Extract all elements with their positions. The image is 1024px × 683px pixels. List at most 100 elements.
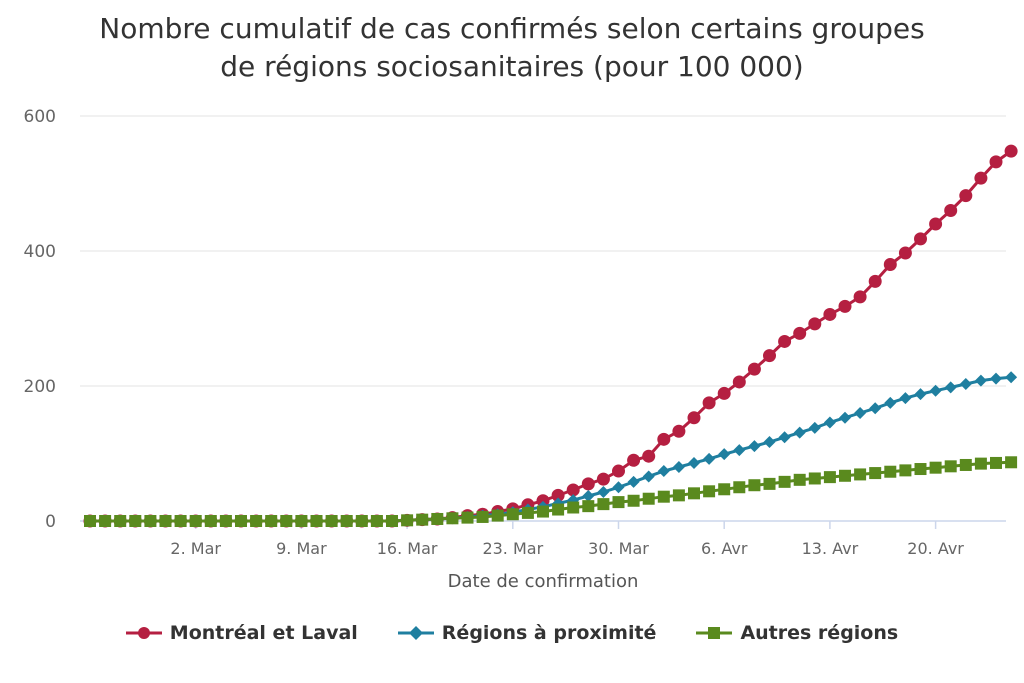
data-point[interactable]	[990, 372, 1002, 385]
data-point[interactable]	[235, 515, 247, 527]
data-point[interactable]	[612, 464, 625, 478]
data-point[interactable]	[627, 453, 641, 467]
data-point[interactable]	[929, 384, 942, 397]
data-point[interactable]	[929, 461, 942, 474]
data-point[interactable]	[869, 402, 882, 415]
data-point[interactable]	[597, 498, 610, 511]
data-point[interactable]	[114, 515, 127, 527]
data-point[interactable]	[703, 452, 716, 465]
data-point[interactable]	[884, 465, 897, 478]
legend-item-autres-regions[interactable]: Autres régions	[696, 622, 898, 644]
data-point[interactable]	[401, 514, 414, 527]
data-point[interactable]	[763, 477, 776, 490]
data-point[interactable]	[959, 458, 972, 471]
data-point[interactable]	[280, 515, 293, 527]
data-point[interactable]	[581, 477, 595, 491]
data-point[interactable]	[657, 490, 670, 503]
data-point[interactable]	[627, 475, 640, 488]
data-point[interactable]	[551, 488, 565, 502]
data-point[interactable]	[839, 469, 851, 482]
data-point[interactable]	[778, 334, 792, 348]
data-point[interactable]	[204, 515, 217, 527]
data-point[interactable]	[778, 475, 791, 488]
data-point[interactable]	[688, 487, 700, 500]
data-point[interactable]	[959, 189, 973, 203]
data-point[interactable]	[763, 436, 776, 449]
data-point[interactable]	[823, 471, 836, 484]
data-point[interactable]	[612, 481, 625, 494]
data-point[interactable]	[898, 246, 912, 260]
data-point[interactable]	[854, 407, 867, 419]
data-point[interactable]	[914, 463, 927, 476]
data-point[interactable]	[536, 494, 550, 508]
data-point[interactable]	[838, 299, 852, 313]
data-point[interactable]	[914, 232, 927, 246]
data-point[interactable]	[521, 506, 534, 519]
data-point[interactable]	[491, 509, 504, 522]
data-point[interactable]	[506, 508, 519, 521]
data-point[interactable]	[853, 290, 867, 304]
data-point[interactable]	[340, 515, 353, 527]
data-point[interactable]	[883, 258, 897, 271]
data-point[interactable]	[582, 490, 595, 503]
data-point[interactable]	[446, 512, 459, 525]
data-point[interactable]	[219, 515, 232, 527]
data-point[interactable]	[733, 481, 746, 494]
data-point[interactable]	[476, 510, 489, 523]
data-point[interactable]	[989, 155, 1003, 169]
data-point[interactable]	[808, 317, 822, 331]
data-point[interactable]	[84, 515, 96, 527]
data-point[interactable]	[747, 362, 761, 376]
data-point[interactable]	[612, 496, 625, 509]
data-point[interactable]	[899, 392, 912, 405]
data-point[interactable]	[959, 377, 972, 390]
data-point[interactable]	[416, 513, 429, 526]
data-point[interactable]	[763, 349, 776, 363]
data-point[interactable]	[718, 483, 731, 496]
data-point[interactable]	[793, 326, 807, 340]
data-point[interactable]	[672, 461, 685, 473]
data-point[interactable]	[869, 467, 882, 480]
data-point[interactable]	[672, 424, 686, 438]
data-point[interactable]	[1004, 144, 1018, 158]
data-point[interactable]	[295, 515, 308, 527]
data-point[interactable]	[944, 381, 957, 394]
data-point[interactable]	[159, 515, 172, 527]
data-point[interactable]	[884, 396, 897, 409]
data-point[interactable]	[990, 456, 1002, 469]
data-point[interactable]	[310, 515, 323, 527]
data-point[interactable]	[129, 515, 142, 527]
data-point[interactable]	[702, 396, 716, 410]
data-point[interactable]	[1005, 456, 1018, 469]
legend-item-montreal-laval[interactable]: Montréal et Laval	[125, 622, 358, 644]
data-point[interactable]	[944, 460, 957, 473]
data-point[interactable]	[325, 515, 338, 527]
data-point[interactable]	[823, 307, 837, 321]
data-point[interactable]	[567, 501, 580, 514]
data-point[interactable]	[1005, 371, 1018, 384]
data-point[interactable]	[868, 274, 882, 288]
data-point[interactable]	[793, 426, 806, 439]
data-point[interactable]	[431, 512, 444, 525]
data-point[interactable]	[265, 515, 278, 527]
data-point[interactable]	[386, 515, 398, 527]
data-point[interactable]	[823, 416, 836, 429]
data-point[interactable]	[250, 515, 263, 527]
data-point[interactable]	[703, 485, 716, 498]
data-point[interactable]	[793, 473, 806, 486]
data-point[interactable]	[974, 374, 987, 387]
data-point[interactable]	[642, 492, 655, 505]
data-point[interactable]	[974, 457, 987, 470]
data-point[interactable]	[627, 494, 640, 507]
data-point[interactable]	[808, 421, 821, 434]
data-point[interactable]	[552, 503, 565, 516]
data-point[interactable]	[99, 515, 112, 527]
data-point[interactable]	[597, 485, 610, 498]
data-point[interactable]	[144, 515, 157, 527]
data-point[interactable]	[914, 388, 927, 401]
data-point[interactable]	[929, 217, 943, 231]
legend-item-regions-proximite[interactable]: Régions à proximité	[397, 622, 656, 644]
data-point[interactable]	[748, 440, 761, 453]
data-point[interactable]	[717, 386, 731, 400]
data-point[interactable]	[174, 515, 187, 527]
